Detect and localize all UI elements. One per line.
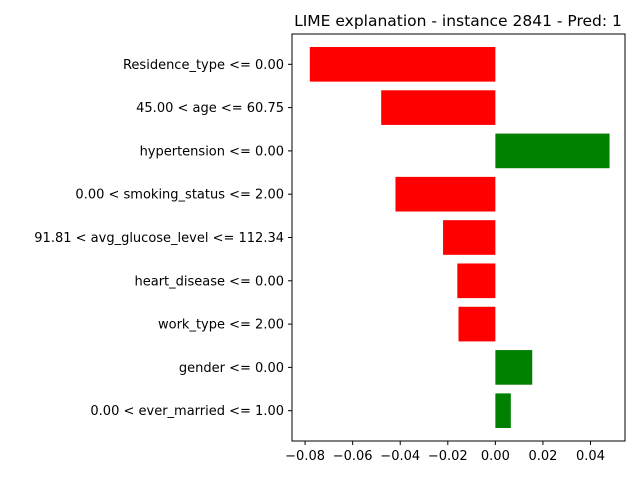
y-tick-label: gender <= 0.00 <box>179 361 284 376</box>
bar-1 <box>309 46 496 82</box>
bar-6 <box>457 263 496 299</box>
x-tick-label: −0.08 <box>285 449 325 464</box>
x-tick-label: 0.04 <box>576 449 605 464</box>
bar-5 <box>443 220 496 255</box>
y-tick-label: 0.00 < smoking_status <= 2.00 <box>75 188 284 203</box>
bars-group <box>309 46 610 429</box>
y-tick-label: 0.00 < ever_married <= 1.00 <box>90 404 284 419</box>
x-tick-label: 0.02 <box>528 449 557 464</box>
x-axis: −0.08 −0.06 −0.04 −0.02 0.00 0.02 0.04 <box>285 441 605 464</box>
x-tick-label: −0.06 <box>333 449 373 464</box>
y-axis: Residence_type <= 0.00 45.00 < age <= 60.… <box>34 58 292 419</box>
bar-7 <box>458 306 496 342</box>
bar-4 <box>395 176 496 212</box>
y-tick-label: 45.00 < age <= 60.75 <box>136 101 284 116</box>
y-tick-label: Residence_type <= 0.00 <box>123 58 284 73</box>
x-tick-label: −0.02 <box>428 449 468 464</box>
bar-8 <box>495 350 533 385</box>
x-tick-label: −0.04 <box>380 449 420 464</box>
bar-9 <box>495 393 511 429</box>
y-tick-label: hypertension <= 0.00 <box>140 144 284 159</box>
y-tick-label: heart_disease <= 0.00 <box>134 274 284 289</box>
x-tick-label: 0.00 <box>481 449 510 464</box>
y-tick-label: 91.81 < avg_glucose_level <= 112.34 <box>34 231 284 246</box>
bar-3 <box>495 133 610 169</box>
y-tick-label: work_type <= 2.00 <box>158 318 284 333</box>
chart-title: LIME explanation - instance 2841 - Pred:… <box>294 12 622 30</box>
bar-2 <box>381 90 496 125</box>
